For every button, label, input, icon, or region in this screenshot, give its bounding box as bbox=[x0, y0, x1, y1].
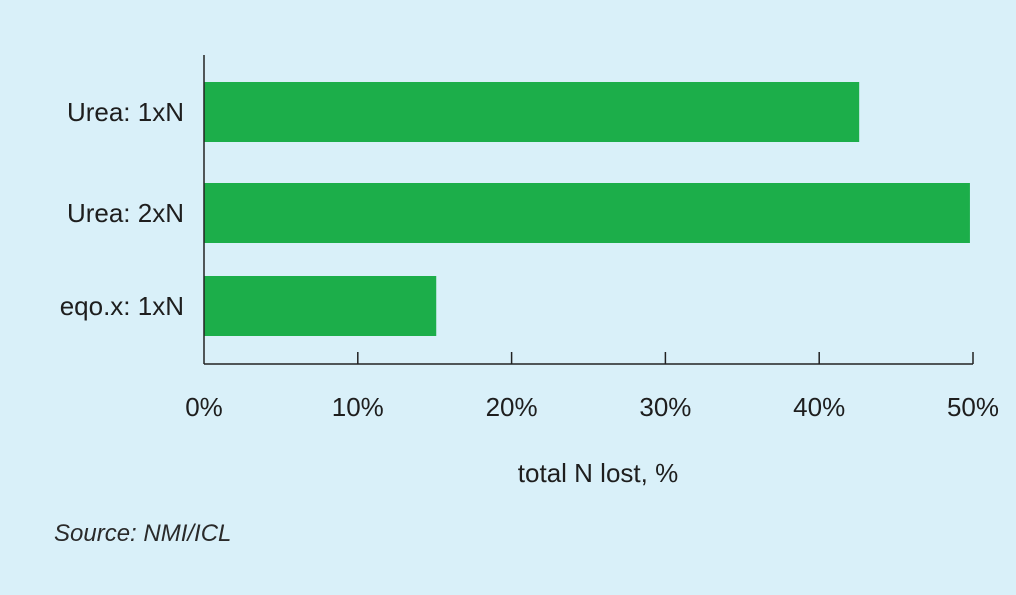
tick-label: 40% bbox=[793, 392, 845, 422]
tick-label: 20% bbox=[486, 392, 538, 422]
source-note: Source: NMI/ICL bbox=[54, 520, 232, 547]
bar-1 bbox=[204, 82, 860, 142]
x-axis-title: total N lost, % bbox=[518, 458, 678, 488]
tick-label: 10% bbox=[332, 392, 384, 422]
x-axis bbox=[203, 55, 973, 365]
tick-label: 0% bbox=[185, 392, 223, 422]
tick-label: 30% bbox=[639, 392, 691, 422]
category-labels: Urea: 1xN Urea: 2xN eqo.x: 1xN bbox=[60, 97, 184, 321]
category-label: Urea: 1xN bbox=[67, 97, 184, 127]
category-label: Urea: 2xN bbox=[67, 198, 184, 228]
tick-label: 50% bbox=[947, 392, 999, 422]
bar-2 bbox=[204, 183, 970, 243]
bar-3 bbox=[204, 276, 437, 336]
x-ticks: 0% 10% 20% 30% 40% 50% bbox=[185, 352, 999, 422]
category-label: eqo.x: 1xN bbox=[60, 291, 184, 321]
bars-layer bbox=[204, 82, 970, 336]
